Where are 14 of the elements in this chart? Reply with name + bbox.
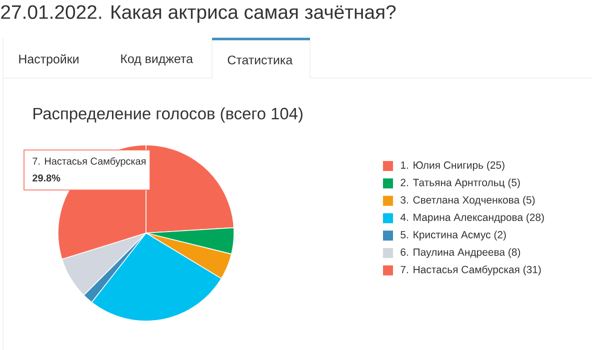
text: Код виджета — [121, 54, 194, 66]
chart-subtitle: Распределение голосов (всего 104) — [34, 107, 302, 123]
text: Статистика — [228, 56, 293, 64]
legend-label: 5. Кристина Асмус (2) — [400, 230, 506, 240]
legend-label: 4. Марина Александрова (28) — [400, 213, 544, 224]
text: Настройки — [19, 54, 78, 66]
legend-label: 1. Юлия Снигирь (25) — [401, 161, 504, 171]
legend-label: 2. Татьяна Арнтгольц (5) — [400, 178, 520, 188]
chart-title: 27.01.2022. Какая актриса самая зачётная? — [1, 5, 396, 23]
text: 29.8% — [32, 174, 60, 182]
legend-label: 6. Паулина Андреева (8) — [400, 248, 520, 258]
text: 7. Настасья Самбурская — [32, 157, 146, 167]
legend-label: 7. Настасья Самбурская (31) — [400, 265, 541, 276]
legend-label: 3. Светлана Ходченкова (5) — [400, 196, 535, 206]
